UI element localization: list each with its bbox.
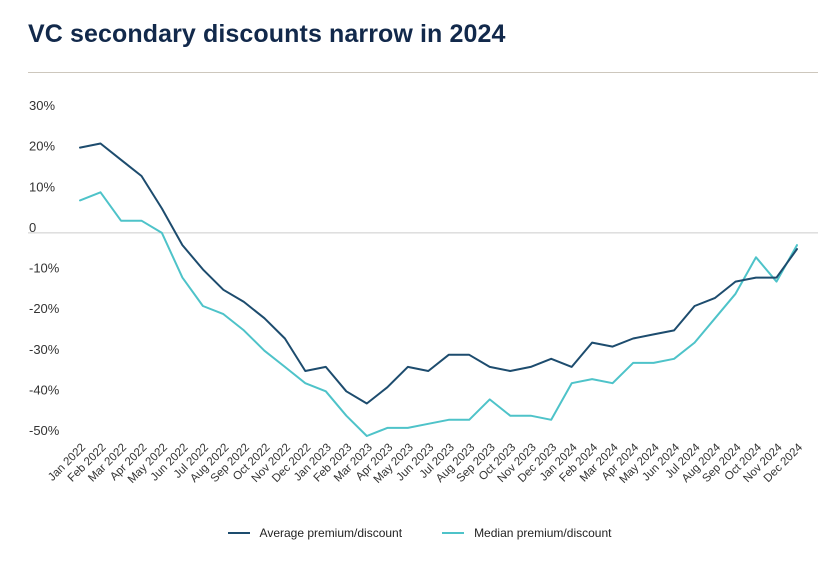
legend: Average premium/discount Median premium/… <box>0 526 839 540</box>
legend-label-average: Average premium/discount <box>259 526 403 540</box>
line-chart: 30% 20% 10% 0 -10% -20% -30% -40% -50% Jan 2022F… <box>28 98 818 486</box>
y-tick-label: -10% <box>29 261 60 276</box>
y-tick-label: -30% <box>29 342 60 357</box>
series-line-median <box>79 191 798 437</box>
y-tick-label: 30% <box>29 98 55 113</box>
title-divider <box>28 72 818 73</box>
legend-item-median: Median premium/discount <box>442 526 611 540</box>
legend-label-median: Median premium/discount <box>474 526 612 540</box>
legend-swatch-average <box>227 532 250 534</box>
y-tick-label: 20% <box>29 139 55 154</box>
y-tick-label: -20% <box>29 301 60 316</box>
series-line-average <box>79 142 798 405</box>
y-axis: 30% 20% 10% 0 -10% -20% -30% -40% -50% <box>29 98 60 438</box>
y-tick-label: -40% <box>29 382 60 397</box>
y-tick-label: -50% <box>29 423 60 438</box>
chart-title: VC secondary discounts narrow in 2024 <box>28 20 506 48</box>
y-tick-label: 10% <box>29 179 55 194</box>
y-tick-label: 0 <box>29 220 36 235</box>
legend-item-average: Average premium/discount <box>227 526 403 540</box>
plot-area <box>28 142 818 437</box>
legend-swatch-median <box>442 532 465 534</box>
